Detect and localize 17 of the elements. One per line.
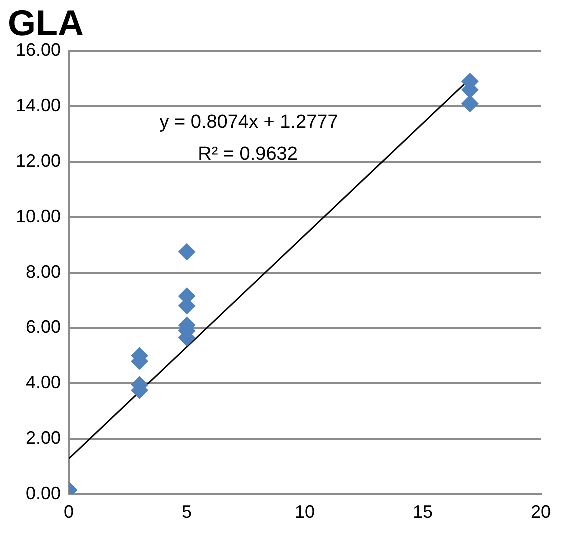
x-tick-label: 0: [64, 502, 74, 522]
x-tick-label: 5: [182, 502, 192, 522]
x-tick-label: 15: [412, 502, 434, 522]
y-tick-label: 12.00: [16, 150, 62, 171]
y-tick-label: 0.00: [26, 483, 62, 504]
point: [462, 95, 479, 112]
y-tick-label: 6.00: [26, 317, 62, 338]
x-tick-label: 10: [295, 502, 316, 522]
y-tick-label: 10.00: [16, 206, 62, 226]
annotation: y = 0.8074x + 1.2777: [160, 112, 338, 133]
annotation: R² = 0.9632: [198, 144, 298, 165]
y-tick-label: 4.00: [26, 372, 62, 393]
y-tick-label: 2.00: [26, 428, 62, 448]
x-tick-label: 20: [530, 502, 552, 522]
y-tick-label: 8.00: [26, 262, 62, 282]
y-tick-label: 14.00: [16, 96, 62, 116]
point: [178, 244, 196, 261]
